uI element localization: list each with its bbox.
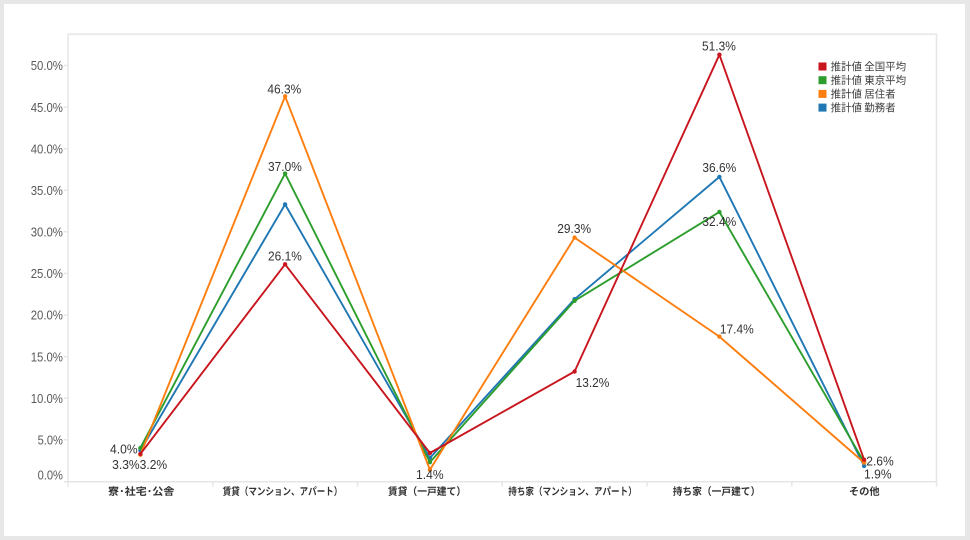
svg-text:10.0%: 10.0% [31,391,64,406]
svg-text:5.0%: 5.0% [38,432,64,447]
svg-text:2.6%: 2.6% [866,453,894,468]
svg-text:35.0%: 35.0% [31,183,64,198]
svg-text:26.1%: 26.1% [268,248,302,263]
svg-text:45.0%: 45.0% [31,100,64,115]
svg-text:36.6%: 36.6% [702,160,736,175]
svg-text:0.0%: 0.0% [38,468,64,483]
svg-text:30.0%: 30.0% [31,225,64,240]
svg-text:37.0%: 37.0% [268,159,302,174]
svg-text:40.0%: 40.0% [31,141,64,156]
svg-text:29.3%: 29.3% [557,221,591,236]
svg-text:3.3%: 3.3% [112,457,140,472]
svg-text:20.0%: 20.0% [31,308,64,323]
svg-text:25.0%: 25.0% [31,266,64,281]
svg-text:50.0%: 50.0% [31,58,64,73]
svg-text:4.0%: 4.0% [110,442,138,457]
svg-text:13.2%: 13.2% [576,375,610,390]
svg-text:32.4%: 32.4% [702,214,736,229]
svg-text:51.3%: 51.3% [702,39,736,54]
svg-text:1.4%: 1.4% [416,467,444,482]
svg-text:15.0%: 15.0% [31,349,64,364]
svg-text:1.9%: 1.9% [864,467,892,482]
svg-text:3.2%: 3.2% [140,457,168,472]
svg-text:46.3%: 46.3% [267,82,301,97]
svg-text:17.4%: 17.4% [720,322,754,337]
